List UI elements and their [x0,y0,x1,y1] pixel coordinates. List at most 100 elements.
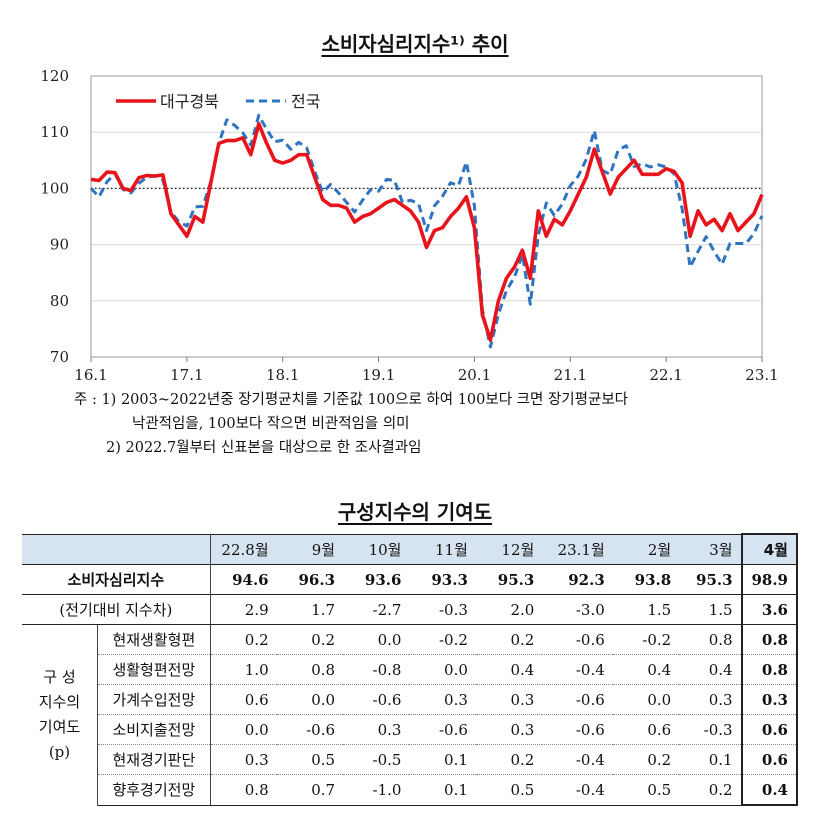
table-row-component: 소비지출전망 0.0 -0.6 0.3 -0.6 0.3 -0.6 0.6 -0.3 0.6 [22,714,799,745]
table-cell: 95.3 [679,564,742,595]
table-cell: 93.3 [409,564,476,595]
col-header: 11월 [409,533,476,565]
col-header: 10월 [343,533,410,565]
table-cell-latest: 0.8 [740,624,799,655]
component-group-label-line: (p) [48,743,71,761]
component-name: 가계수입전망 [97,684,211,715]
table-cell: 0.2 [679,774,742,806]
table-cell: 0.3 [475,714,543,745]
table-cell: -0.5 [343,744,410,775]
table-cell: -0.2 [642,630,672,649]
col-header: 12월 [475,533,543,565]
x-tick-label: 18.1 [266,366,299,384]
note-2-text: 2) 2022.7월부터 신표본을 대상으로 한 조사결과임 [106,440,422,456]
table-cell: 92.3 [542,564,613,595]
table-cell: 0.2 [510,630,535,649]
note-1: 주 : 1) 2003~2022년중 장기평균치를 기준값 100으로 하여 1… [74,388,814,412]
table-cell-latest: 98.9 [740,564,799,595]
table-cell: 0.0 [612,684,680,715]
contribution-table: 22.8월 9월 10월 11월 12월 23.1월 2월 3월 4월 소비자심… [22,533,799,806]
x-axis: 16.1 17.1 18.1 19.1 20.1 21.1 22.1 23.1 [74,357,779,384]
table-cell: 0.4 [475,654,543,685]
table-cell-latest: 0.6 [740,744,799,775]
table-cell: 0.0 [377,630,402,649]
table-cell-latest: 0.6 [740,714,799,745]
y-tick-label: 90 [50,236,69,254]
table-cell: -0.6 [343,684,410,715]
table-cell-latest: 0.4 [740,774,799,806]
table-cell: 0.5 [612,774,680,806]
col-header: 2월 [612,533,680,565]
table-cell: 1.7 [276,594,344,625]
component-name: 생활형편전망 [97,654,211,685]
table-row-component: 구 성 지수의 기여도 (p) 현재생활형편 0.2 0.2 0.0 -0.2 0.2 -0.6 -0… [22,624,799,805]
y-tick-label: 100 [40,179,69,197]
x-tick-label: 20.1 [458,366,491,384]
legend: 대구경북 전국 [116,92,320,111]
x-tick-label: 17.1 [170,366,203,384]
chart-title: 소비자심리지수¹⁾ 추이 [321,32,509,56]
col-header: 23.1월 [542,533,613,565]
table-cell: -0.6 [276,714,344,745]
legend-label: 전국 [291,92,320,111]
table-header-row: 22.8월 9월 10월 11월 12월 23.1월 2월 3월 4월 [22,533,799,565]
series-line-daegu-gyeongbuk [90,122,764,342]
component-group-label-line: 구 성 [43,668,76,686]
table-cell: -0.3 [409,594,476,625]
table-cell: -0.6 [409,714,476,745]
chart-notes: 주 : 1) 2003~2022년중 장기평균치를 기준값 100으로 하여 1… [74,388,814,460]
table-cell: 0.0 [409,654,476,685]
table-cell: -0.4 [542,744,613,775]
table-cell: -0.6 [542,714,613,745]
table-cell: 93.8 [612,564,680,595]
table-cell: 0.6 [210,684,277,715]
table-cell: 0.1 [409,744,476,775]
col-header: 22.8월 [210,533,277,565]
table-cell-latest: 3.6 [740,594,799,625]
table-cell: 1.5 [679,594,742,625]
y-tick-label: 110 [40,123,69,141]
note-2: 2) 2022.7월부터 신표본을 대상으로 한 조사결과임 [74,436,814,460]
table-cell: -0.4 [542,774,613,806]
x-tick-label: 21.1 [554,366,587,384]
table-cell: 0.2 [311,630,336,649]
table-cell: 0.1 [409,774,476,806]
table-row-component: 향후경기전망 0.8 0.7 -1.0 0.1 0.5 -0.4 0.5 0.2 0.4 [22,774,799,806]
table-cell: 0.7 [276,774,344,806]
y-tick-label: 120 [40,67,69,85]
series-group [89,113,764,349]
col-header-latest: 4월 [740,533,799,565]
x-tick-label: 19.1 [362,366,395,384]
table-cell: 0.3 [475,684,543,715]
component-group-label-line: 지수의 [38,693,81,711]
table-cell: 1.0 [210,654,277,685]
table-row-index: 소비자심리지수 94.6 96.3 93.6 93.3 95.3 92.3 93… [22,564,799,595]
note-1-line-2: 낙관적임을, 100보다 작으면 비관적임을 의미 [132,416,410,432]
table-cell: 0.0 [210,714,277,745]
table-cell: 0.2 [612,744,680,775]
table-cell: 0.3 [679,684,742,715]
table-cell: -2.7 [343,594,410,625]
table-cell: 0.3 [210,744,277,775]
table-cell: 0.6 [612,714,680,745]
table-cell: 0.8 [210,774,277,806]
col-header: 9월 [276,533,344,565]
y-axis: 70 80 90 100 110 120 [40,67,69,366]
table-cell: 0.3 [409,684,476,715]
x-tick-label: 22.1 [649,366,682,384]
note-prefix: 주 : 1) [74,392,117,408]
table-cell: 0.8 [708,630,733,649]
table-row-diff: (전기대비 지수차) 2.9 1.7 -2.7 -0.3 2.0 -3.0 1.… [22,594,799,625]
y-tick-label: 80 [50,292,69,310]
component-name: 향후경기전망 [97,774,211,806]
table-cell: -3.0 [542,594,613,625]
table-cell: 96.3 [276,564,344,595]
row-label: 소비자심리지수 [22,564,211,595]
table-cell: 2.0 [475,594,543,625]
table-cell: 0.1 [679,744,742,775]
table-cell-latest: 0.3 [740,684,799,715]
table-cell: 1.5 [612,594,680,625]
table-cell: 0.8 [276,654,344,685]
x-tick-label: 23.1 [745,366,778,384]
table-cell: -0.4 [542,654,613,685]
